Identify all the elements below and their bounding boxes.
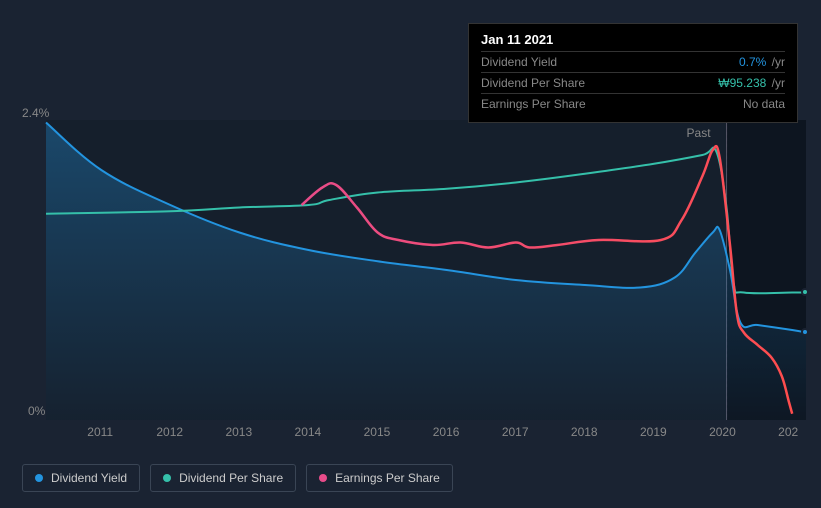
tooltip-date: Jan 11 2021 — [481, 32, 785, 47]
legend-item[interactable]: Dividend Per Share — [150, 464, 296, 492]
x-axis-tick-label: 2014 — [295, 425, 322, 439]
legend-dot-icon — [163, 474, 171, 482]
hover-tooltip: Jan 11 2021 Dividend Yield0.7% /yrDivide… — [468, 23, 798, 123]
tooltip-row-label: Dividend Per Share — [481, 76, 585, 90]
tooltip-row-value: ₩95.238 — [718, 76, 766, 90]
x-axis-tick-label: 2020 — [709, 425, 736, 439]
legend-item-label: Dividend Per Share — [179, 471, 283, 485]
tooltip-row: Earnings Per Share No data — [481, 93, 785, 114]
x-axis-tick-label: 2021 — [778, 425, 798, 439]
y-axis-top-label: 2.4% — [22, 106, 49, 120]
tooltip-row: Dividend Yield 0.7% /yr — [481, 51, 785, 72]
x-axis-tick-label: 2017 — [502, 425, 529, 439]
x-axis-tick-label: 2012 — [156, 425, 183, 439]
legend-item[interactable]: Dividend Yield — [22, 464, 140, 492]
chart-plot-area: Past — [46, 120, 806, 420]
tooltip-row: Dividend Per Share ₩95.238 /yr — [481, 72, 785, 93]
legend-dot-icon — [319, 474, 327, 482]
legend-item-label: Dividend Yield — [51, 471, 127, 485]
series-end-marker — [801, 328, 809, 336]
x-axis-tick-label: 2011 — [87, 425, 113, 439]
series-end-marker — [801, 288, 809, 296]
y-axis-bottom-label: 0% — [28, 404, 45, 418]
tooltip-row-suffix: /yr — [768, 76, 785, 90]
x-axis-tick-label: 2019 — [640, 425, 667, 439]
tooltip-row-label: Dividend Yield — [481, 55, 557, 69]
tooltip-row-value: 0.7% — [739, 55, 766, 69]
legend-item-label: Earnings Per Share — [335, 471, 440, 485]
x-axis-tick-label: 2015 — [364, 425, 391, 439]
tooltip-row-value: No data — [743, 97, 785, 111]
chart-svg — [46, 120, 806, 420]
chart-legend: Dividend Yield Dividend Per Share Earnings… — [22, 464, 453, 492]
x-axis-tick-label: 2018 — [571, 425, 598, 439]
legend-dot-icon — [35, 474, 43, 482]
x-axis-tick-label: 2016 — [433, 425, 460, 439]
legend-item[interactable]: Earnings Per Share — [306, 464, 453, 492]
tooltip-row-label: Earnings Per Share — [481, 97, 586, 111]
tooltip-row-suffix: /yr — [768, 55, 785, 69]
past-region-label: Past — [687, 126, 711, 140]
x-axis-tick-label: 2013 — [225, 425, 252, 439]
